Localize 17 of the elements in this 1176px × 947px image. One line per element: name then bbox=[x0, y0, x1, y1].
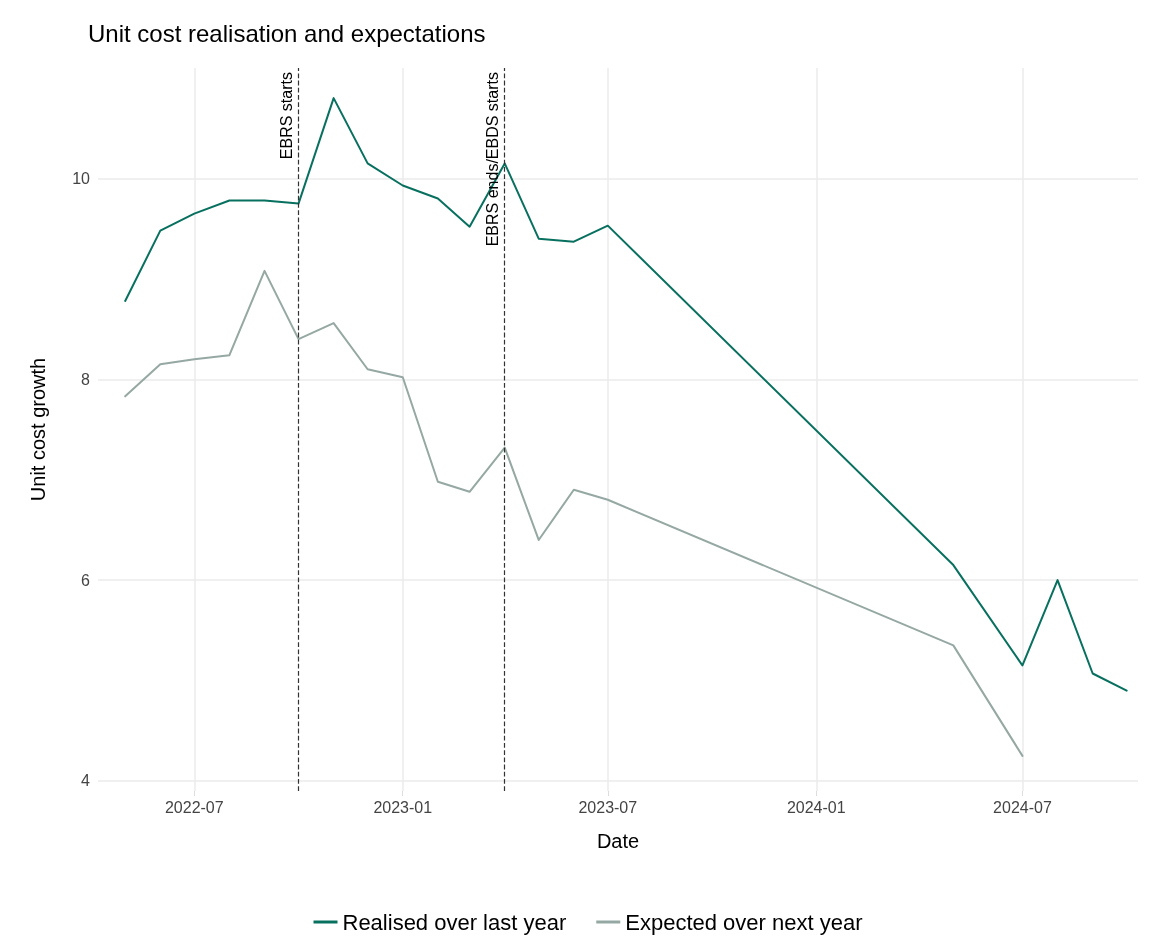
chart-title: Unit cost realisation and expectations bbox=[88, 19, 486, 47]
x-tick-label: 2023-07 bbox=[578, 798, 638, 816]
x-tick-label: 2022-07 bbox=[164, 798, 224, 816]
y-tick-label: 6 bbox=[81, 571, 91, 589]
y-tick-label: 8 bbox=[81, 370, 91, 388]
legend-label: Expected over next year bbox=[625, 909, 863, 935]
y-tick-label: 4 bbox=[81, 772, 91, 790]
ref-line-label: EBRS starts bbox=[278, 72, 296, 160]
y-tick-label: 10 bbox=[72, 169, 91, 187]
x-tick-label: 2024-01 bbox=[786, 798, 846, 816]
ref-line-label: EBRS ends/EBDS starts bbox=[484, 72, 502, 247]
line-series bbox=[124, 269, 1024, 757]
legend-label: Realised over last year bbox=[342, 909, 567, 935]
x-tick-label: 2024-07 bbox=[993, 798, 1052, 816]
x-tick-label: 2023-01 bbox=[373, 798, 433, 816]
y-axis-title: Unit cost growth bbox=[27, 357, 49, 502]
x-axis-title: Date bbox=[596, 830, 640, 852]
